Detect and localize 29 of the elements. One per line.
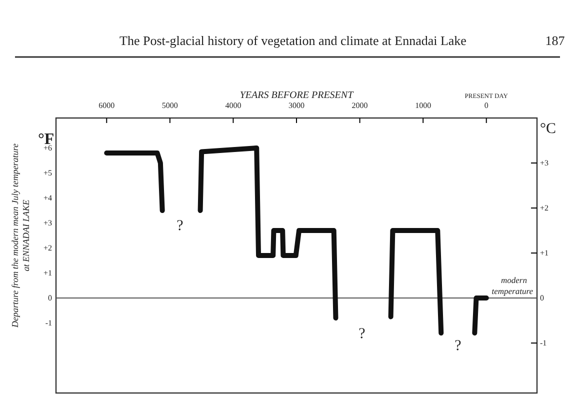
y-tick-label: 0 <box>48 294 52 303</box>
y2-tick-label: -1 <box>540 338 547 348</box>
x-tick-label: 2000 <box>352 101 368 110</box>
x-tick-label: 5000 <box>162 101 178 110</box>
y2-tick-label: +1 <box>540 248 549 258</box>
annotation: ? <box>454 338 462 354</box>
x-tick-label: 1000 <box>415 101 432 110</box>
y2-axis-title: °C <box>540 121 556 137</box>
y-tick-label: +3 <box>43 218 52 228</box>
chart-title: The Post-glacial history of vegetation and climate at Ennadai Lake <box>120 33 467 48</box>
y-tick-label: +5 <box>43 168 52 178</box>
y2-tick-label: +2 <box>540 204 549 213</box>
x-tick-label: 6000 <box>98 101 115 110</box>
ref-line-label: modern temperature <box>492 275 534 296</box>
y-tick-label: +6 <box>43 144 52 153</box>
text: 187 <box>545 33 566 48</box>
y2-tick-label: 0 <box>540 294 544 303</box>
y-axis-title: Departure from the modern mean July temperature at ENNADAI LAKE <box>10 144 31 328</box>
annotation: ? <box>176 218 184 234</box>
y2-tick-label: +3 <box>540 158 549 168</box>
annotation: ? <box>358 326 366 342</box>
y-tick-label: -1 <box>45 318 52 328</box>
y-tick-label: +1 <box>43 268 52 278</box>
x-tick-label: 0 <box>484 101 488 110</box>
y-tick-label: +2 <box>43 244 52 253</box>
x-axis-title: YEARS BEFORE PRESENT <box>240 90 355 101</box>
y-tick-label: +4 <box>43 194 52 203</box>
x-tick-label: 3000 <box>288 101 304 110</box>
x-tick-label: 4000 <box>225 101 242 110</box>
